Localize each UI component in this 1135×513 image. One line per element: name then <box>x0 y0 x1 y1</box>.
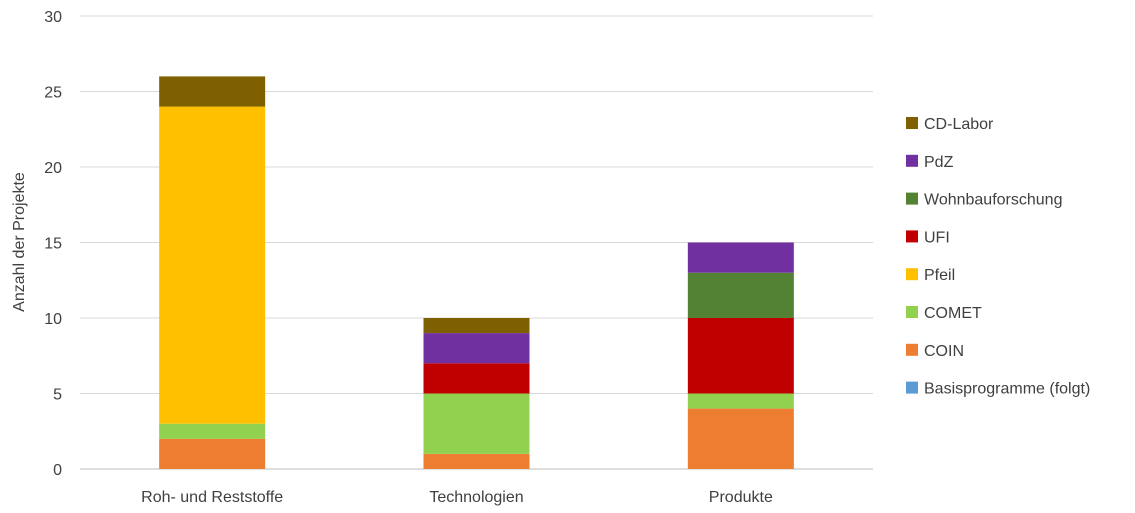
y-axis-label: Anzahl der Projekte <box>11 172 28 312</box>
legend-item: COIN <box>906 343 964 360</box>
legend-item: CD-Labor <box>906 116 994 133</box>
y-tick-label: 10 <box>44 311 62 328</box>
legend-label: Wohnbauforschung <box>924 192 1062 209</box>
legend-label: CD-Labor <box>924 116 994 133</box>
bar-segment <box>159 423 266 439</box>
bars <box>159 76 794 469</box>
legend-swatch <box>906 381 918 394</box>
bar-segment <box>423 333 530 364</box>
x-axis-ticks: Roh- und Reststoffe Technologien Produkte <box>141 489 773 506</box>
legend-item: Pfeil <box>906 267 955 284</box>
bar-segment <box>159 76 266 107</box>
bar-segment <box>423 363 530 394</box>
legend-label: Basisprogramme (folgt) <box>924 381 1090 398</box>
bar-segment <box>423 393 530 454</box>
bar-segment <box>687 393 794 409</box>
bar-segment <box>687 272 794 318</box>
legend-label: COMET <box>924 305 982 322</box>
legend-label: COIN <box>924 343 964 360</box>
legend-swatch <box>906 117 918 129</box>
legend-swatch <box>906 343 918 356</box>
legend-item: PdZ <box>906 154 954 171</box>
y-axis-ticks: 0 5 10 15 20 25 30 <box>44 9 62 479</box>
bar-segment <box>687 242 794 273</box>
legend-item: UFI <box>906 229 950 246</box>
y-tick-label: 15 <box>44 236 62 253</box>
legend-item: Basisprogramme (folgt) <box>906 381 1090 398</box>
legend-item: Wohnbauforschung <box>906 192 1062 209</box>
legend-swatch <box>906 306 918 318</box>
y-tick-label: 5 <box>53 387 62 404</box>
legend-swatch <box>906 154 918 167</box>
legend-item: COMET <box>906 305 982 322</box>
bar-segment <box>423 453 530 469</box>
legend-label: Pfeil <box>924 267 955 284</box>
legend: CD-Labor PdZ Wohnbauforschung UFI Pfeil COMET… <box>906 116 1090 398</box>
legend-label: PdZ <box>924 154 954 171</box>
x-tick-label: Produkte <box>709 489 773 506</box>
bar-segment <box>159 438 266 469</box>
y-tick-label: 30 <box>44 9 62 26</box>
x-tick-label: Technologien <box>429 489 523 506</box>
legend-swatch <box>906 268 918 281</box>
bar-segment <box>687 408 794 469</box>
legend-label: UFI <box>924 229 950 246</box>
x-tick-label: Roh- und Reststoffe <box>141 489 283 506</box>
y-tick-label: 20 <box>44 160 62 177</box>
bar-segment <box>159 106 266 424</box>
y-tick-label: 0 <box>53 462 62 479</box>
legend-swatch <box>906 230 918 243</box>
legend-swatch <box>906 192 918 205</box>
y-tick-label: 25 <box>44 85 62 102</box>
bar-segment <box>687 318 794 394</box>
bar-segment <box>423 318 530 334</box>
